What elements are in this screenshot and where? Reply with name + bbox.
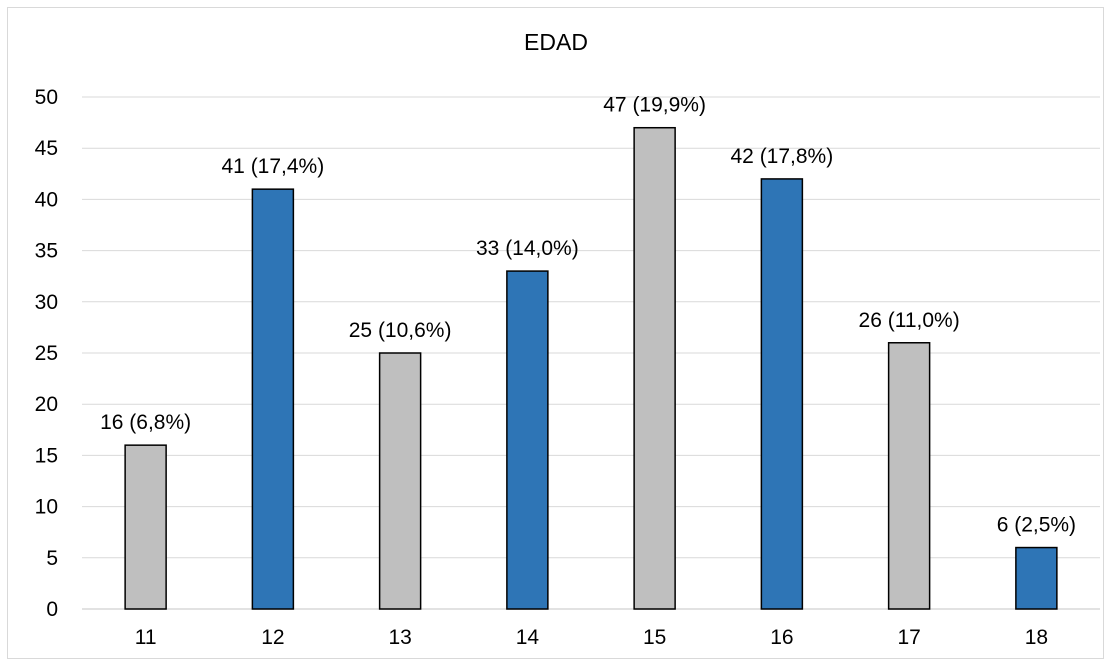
x-tick-label: 17 bbox=[897, 626, 920, 649]
data-label-12: 41 (17,4%) bbox=[222, 155, 325, 178]
data-label-15: 47 (19,9%) bbox=[603, 94, 706, 117]
y-tick-label: 25 bbox=[35, 342, 58, 365]
bar-17 bbox=[887, 342, 931, 610]
data-label-11: 16 (6,8%) bbox=[100, 411, 191, 434]
x-tick-label: 13 bbox=[388, 626, 411, 649]
bar-14 bbox=[506, 270, 549, 610]
y-tick-label: 5 bbox=[46, 547, 58, 570]
bar-15 bbox=[633, 126, 676, 610]
y-tick-label: 45 bbox=[35, 137, 58, 160]
bar-11 bbox=[124, 444, 167, 610]
bar-16 bbox=[760, 178, 804, 610]
data-label-16: 42 (17,8%) bbox=[731, 145, 834, 168]
x-tick-label: 11 bbox=[135, 626, 157, 649]
chart-title: EDAD bbox=[524, 29, 588, 55]
data-label-18: 6 (2,5%) bbox=[997, 514, 1076, 537]
y-tick-label: 20 bbox=[35, 393, 58, 416]
y-tick-label: 30 bbox=[35, 291, 58, 314]
x-tick-label: 14 bbox=[516, 626, 540, 649]
data-label-17: 26 (11,0%) bbox=[859, 309, 960, 332]
x-tick-label: 18 bbox=[1025, 626, 1048, 649]
y-axis-tick-labels: 0 5 10 15 20 25 30 35 40 45 50 bbox=[35, 86, 58, 621]
data-labels: 16 (6,8%) 41 (17,4%) 25 (10,6%) 33 (14,0%) 4… bbox=[100, 94, 1076, 537]
y-tick-label: 50 bbox=[35, 86, 58, 109]
bar-13 bbox=[378, 352, 422, 610]
x-tick-label: 16 bbox=[770, 626, 793, 649]
data-label-14: 33 (14,0%) bbox=[476, 237, 579, 260]
y-tick-label: 0 bbox=[46, 598, 58, 621]
y-tick-label: 35 bbox=[35, 240, 58, 263]
bar-12 bbox=[251, 188, 295, 610]
data-label-13: 25 (10,6%) bbox=[349, 319, 452, 342]
x-tick-label: 15 bbox=[643, 626, 666, 649]
bar-18 bbox=[1015, 546, 1058, 610]
bars bbox=[124, 126, 1058, 610]
y-tick-label: 40 bbox=[35, 188, 58, 211]
y-tick-label: 15 bbox=[35, 444, 58, 467]
y-tick-label: 10 bbox=[35, 496, 58, 519]
x-tick-label: 12 bbox=[261, 626, 284, 649]
x-axis-tick-labels: 11 12 13 14 15 16 17 18 bbox=[135, 626, 1048, 649]
